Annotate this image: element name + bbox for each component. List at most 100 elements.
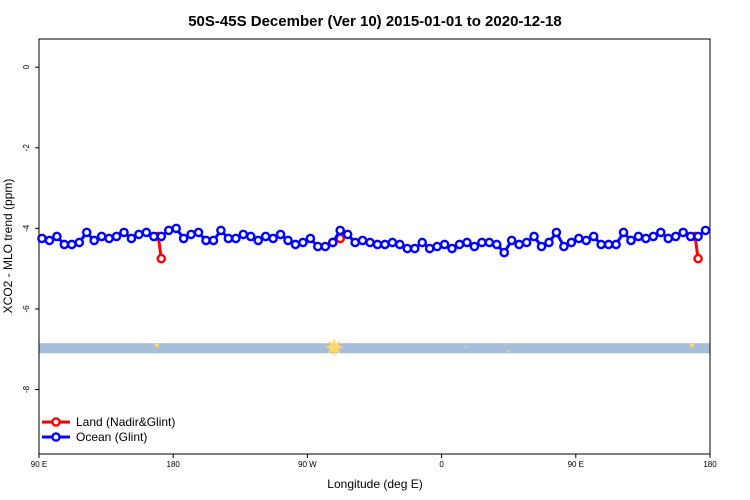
ocean-data-point bbox=[670, 231, 681, 242]
x-axis-label: Longitude (deg E) bbox=[327, 477, 422, 491]
ocean-data-point bbox=[559, 241, 569, 252]
ocean-data-point bbox=[260, 231, 271, 242]
ocean-data-point bbox=[573, 233, 584, 244]
ocean-data-point bbox=[245, 231, 256, 242]
ocean-data-point bbox=[529, 231, 539, 242]
ocean-data-point bbox=[74, 237, 85, 248]
ocean-data-point bbox=[514, 239, 524, 250]
ocean-data-point bbox=[193, 227, 204, 238]
ocean-data-point bbox=[395, 239, 405, 250]
ocean-data-point bbox=[521, 237, 532, 248]
legend-land-marker bbox=[51, 417, 61, 427]
ocean-data-point bbox=[119, 227, 129, 238]
ocean-data-point bbox=[96, 231, 107, 242]
ocean-data-point bbox=[283, 235, 293, 246]
x-tick-label: 90 W bbox=[298, 460, 317, 469]
ocean-data-point bbox=[59, 239, 70, 250]
ocean-data-point bbox=[372, 239, 383, 250]
legend-ocean-marker bbox=[51, 432, 61, 442]
ocean-data-point bbox=[141, 227, 152, 238]
ocean-data-point bbox=[432, 241, 442, 252]
land-data-point bbox=[693, 253, 703, 264]
ocean-data-point bbox=[603, 239, 614, 250]
x-tick-label: 90 E bbox=[31, 460, 47, 469]
ocean-data-point bbox=[134, 229, 144, 240]
ocean-data-point bbox=[596, 239, 606, 250]
y-axis: 0 -2 -4 -6 -8 bbox=[22, 64, 39, 393]
ocean-data-point bbox=[305, 233, 316, 244]
land-band-marker bbox=[329, 342, 340, 353]
ocean-data-point bbox=[275, 229, 286, 240]
ocean-data-point bbox=[536, 241, 547, 252]
ocean-data-point bbox=[81, 227, 92, 238]
ocean-data-point bbox=[551, 227, 562, 238]
ocean-data-point bbox=[290, 239, 301, 250]
ocean-data-point bbox=[484, 237, 495, 248]
y-axis-label: XCO2 - MLO trend (ppm) bbox=[1, 179, 15, 314]
ocean-data-point bbox=[320, 241, 331, 252]
ocean-data-point bbox=[365, 237, 375, 248]
legend: Land (Nadir&Glint) Ocean (Glint) bbox=[42, 415, 175, 444]
ocean-data-point bbox=[678, 227, 688, 238]
x-tick-label: 180 bbox=[703, 460, 717, 469]
ocean-data-point bbox=[89, 235, 99, 246]
ocean-data-point bbox=[663, 233, 674, 244]
ocean-data-point bbox=[566, 237, 577, 248]
ocean-data-point bbox=[462, 237, 472, 248]
ocean-data-point bbox=[104, 233, 114, 244]
ocean-data-point bbox=[327, 237, 338, 248]
ocean-data-point bbox=[52, 231, 62, 242]
land-band-bar bbox=[39, 343, 710, 354]
ocean-data-point bbox=[618, 227, 629, 238]
ocean-data-point bbox=[231, 233, 241, 244]
land-data-point bbox=[156, 253, 167, 264]
ocean-data-point bbox=[44, 235, 55, 246]
ocean-data-point bbox=[439, 239, 450, 250]
ocean-data-point bbox=[417, 237, 428, 248]
ocean-data-point bbox=[544, 237, 554, 248]
x-axis: 90 E 180 90 W 0 90 E 180 bbox=[31, 454, 717, 469]
ocean-data-point bbox=[447, 243, 457, 254]
ocean-data-point bbox=[499, 247, 510, 258]
y-tick-label: -8 bbox=[22, 385, 31, 393]
ocean-data-point bbox=[298, 237, 308, 248]
plot-area bbox=[37, 38, 711, 455]
ocean-data-point bbox=[186, 229, 196, 240]
ocean-data-point bbox=[268, 233, 278, 244]
ocean-data-point bbox=[424, 243, 435, 254]
ocean-data-point bbox=[387, 237, 398, 248]
ocean-data-point bbox=[626, 235, 636, 246]
ocean-data-point bbox=[633, 231, 644, 242]
ocean-data-point bbox=[700, 225, 711, 236]
ocean-data-point bbox=[506, 235, 517, 246]
ocean-data-point bbox=[454, 239, 465, 250]
ocean-data-point bbox=[171, 223, 181, 234]
ocean-data-point bbox=[178, 233, 189, 244]
y-tick-label: -6 bbox=[22, 305, 31, 313]
ocean-data-point bbox=[357, 235, 368, 246]
ocean-data-point bbox=[655, 227, 666, 238]
ocean-data-point bbox=[201, 235, 211, 246]
ocean-data-point bbox=[238, 229, 249, 240]
ocean-data-point bbox=[477, 237, 487, 248]
x-tick-label: 90 E bbox=[568, 460, 584, 469]
ocean-data-point bbox=[313, 241, 323, 252]
ocean-data-point bbox=[342, 229, 353, 240]
ocean-series bbox=[37, 223, 711, 258]
ocean-data-point bbox=[641, 233, 651, 244]
ocean-data-point bbox=[223, 233, 234, 244]
x-tick-label: 0 bbox=[439, 460, 444, 469]
ocean-data-point bbox=[409, 243, 420, 254]
ocean-data-point bbox=[469, 241, 480, 252]
legend-ocean-label: Ocean (Glint) bbox=[76, 430, 147, 444]
ocean-data-point bbox=[402, 243, 413, 254]
ocean-data-point bbox=[208, 235, 219, 246]
y-tick-label: 0 bbox=[22, 64, 31, 69]
ocean-data-point bbox=[163, 225, 174, 236]
ocean-data-point bbox=[491, 239, 502, 250]
y-tick-label: -2 bbox=[22, 144, 31, 152]
land-band-marker bbox=[690, 343, 695, 348]
ocean-data-point bbox=[685, 231, 696, 242]
y-tick-label: -4 bbox=[22, 224, 31, 232]
